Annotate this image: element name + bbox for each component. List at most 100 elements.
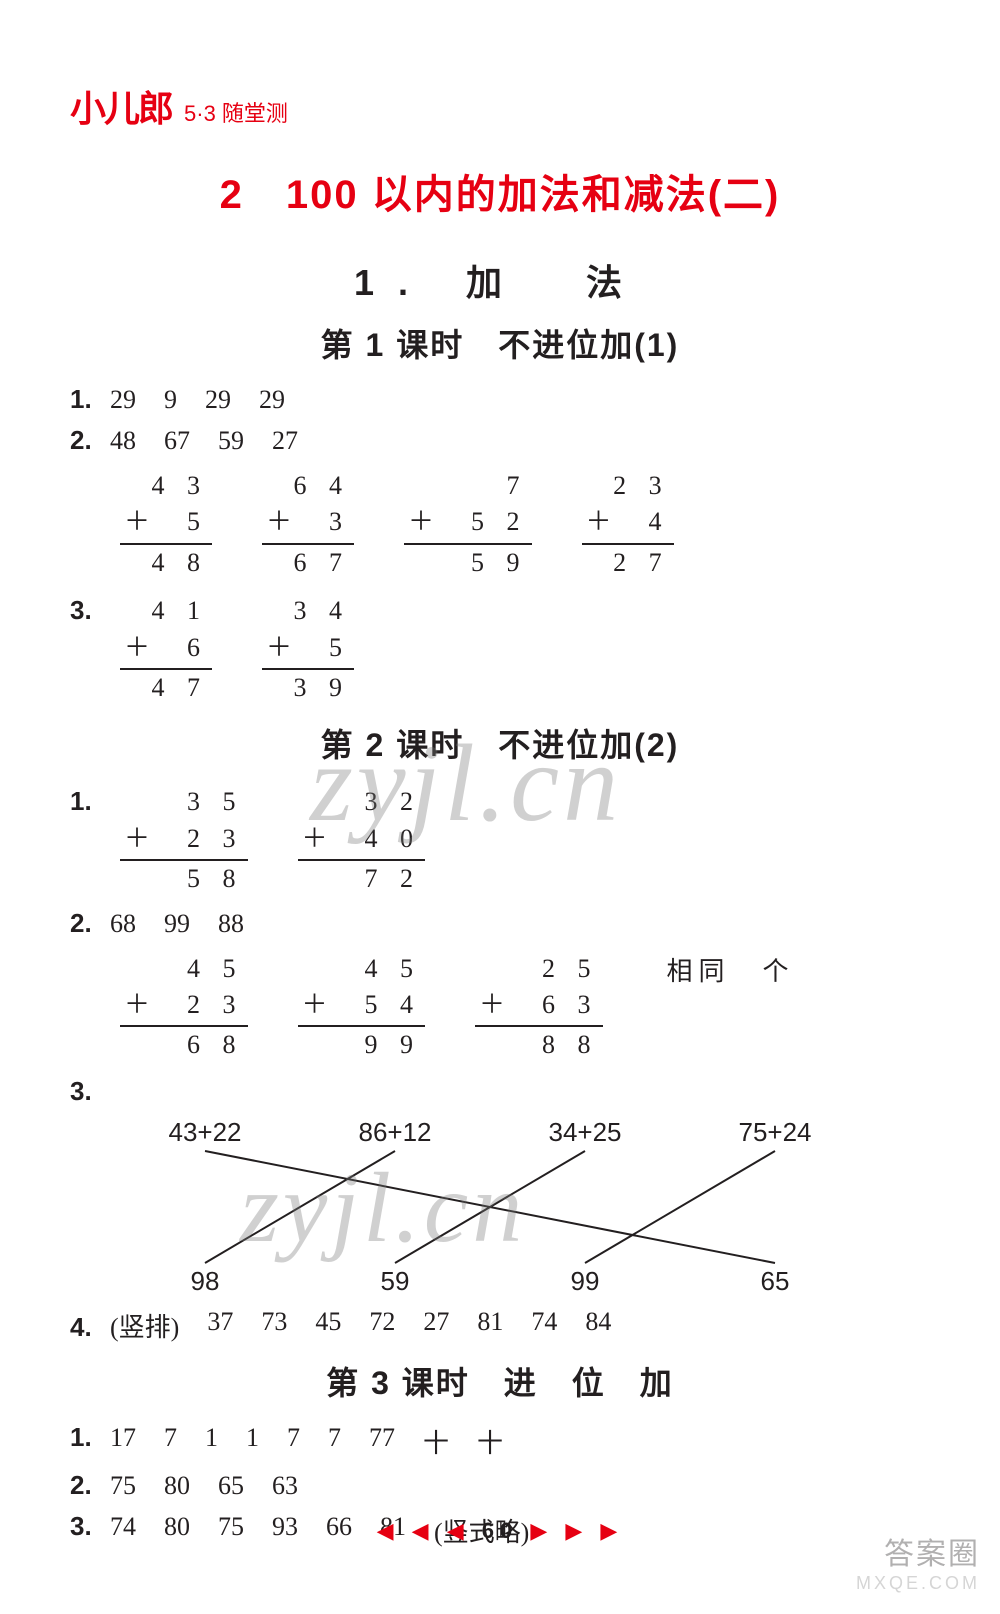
page-number: 60 (482, 1518, 518, 1543)
vertical-addition: 3 2＋ 4 07 2 (298, 784, 426, 897)
answer-list: 29 9 29 29 (110, 385, 285, 415)
page: 小儿郎 5·3 随堂测 2 100 以内的加法和减法(二) 1. 加 法 第 1… (0, 0, 1000, 1614)
ans: 73 (261, 1307, 287, 1344)
section-title: 1. 加 法 (70, 254, 930, 306)
ans: 7 (328, 1423, 341, 1460)
addend-a: 2 5 (475, 951, 603, 987)
ans: 十 (477, 1423, 503, 1460)
qnum: 3. (70, 1076, 110, 1107)
ans: 45 (315, 1307, 341, 1344)
match-top: 86+12 (300, 1117, 490, 1148)
ans: 48 (110, 426, 136, 456)
vertical-addition: 7＋ 5 25 9 (404, 468, 532, 581)
qnum: 1. (70, 384, 110, 415)
sum: 5 8 (120, 861, 248, 897)
lesson1-title: 第 1 课时 不进位加(1) (70, 320, 930, 366)
sum: 4 7 (120, 670, 212, 706)
ans: 27 (272, 426, 298, 456)
vertical-addition: 6 4＋ 36 7 (262, 468, 354, 581)
header: 小儿郎 5·3 随堂测 (70, 80, 930, 132)
l2-q4: 4. (竖排) 37 73 45 72 27 81 74 84 (70, 1307, 930, 1344)
addend-b: ＋ 2 3 (120, 987, 248, 1027)
l1-q1: 1. 29 9 29 29 (70, 384, 930, 415)
vertical-addition: 4 5＋ 5 49 9 (298, 951, 426, 1064)
qnum: 1. (70, 1422, 110, 1453)
ans: 29 (110, 385, 136, 415)
match-top: 34+25 (490, 1117, 680, 1148)
ans: 29 (205, 385, 231, 415)
l2-q1-columns: 3 5＋ 2 35 8 3 2＋ 4 07 2 (120, 784, 425, 897)
ans: 65 (218, 1471, 244, 1501)
addend-a: 4 3 (120, 468, 212, 504)
l2-q3: 3. (70, 1076, 930, 1107)
ans: 7 (287, 1423, 300, 1460)
addend-b: ＋ 2 3 (120, 821, 248, 861)
vertical-addition: 4 1＋ 64 7 (120, 593, 212, 706)
ans: 81 (477, 1307, 503, 1344)
page-footer: ◀ ◀ ◀ 60 ▶ ▶ ▶ (0, 1518, 1000, 1544)
sum: 7 2 (298, 861, 426, 897)
addend-a: 4 5 (120, 951, 248, 987)
ans: 29 (259, 385, 285, 415)
ans: 74 (531, 1307, 557, 1344)
qnum: 2. (70, 908, 110, 939)
chapter-title: 2 100 以内的加法和减法(二) (70, 162, 930, 220)
ans: 67 (164, 426, 190, 456)
qnum: 4. (70, 1312, 110, 1343)
sum: 9 9 (298, 1027, 426, 1063)
qnum: 3. (70, 595, 110, 626)
addend-b: ＋ 5 4 (298, 987, 426, 1027)
sum: 6 8 (120, 1027, 248, 1063)
sum: 8 8 (475, 1027, 603, 1063)
qnum: 1. (70, 786, 110, 817)
ans: 99 (164, 909, 190, 939)
addend-a: 3 4 (262, 593, 354, 629)
vertical-addition: 3 5＋ 2 35 8 (120, 784, 248, 897)
sum: 3 9 (262, 670, 354, 706)
addend-b: ＋ 4 (582, 504, 674, 544)
sum: 5 9 (404, 545, 532, 581)
ans: 63 (272, 1471, 298, 1501)
match-top: 43+22 (110, 1117, 300, 1148)
answer-list: (竖排) 37 73 45 72 27 81 74 84 (110, 1307, 611, 1344)
ans: 1 (205, 1423, 218, 1460)
ans: 7 (164, 1423, 177, 1460)
qnum: 2. (70, 425, 110, 456)
vertical-addition: 2 5＋ 6 38 8 (475, 951, 603, 1064)
ans: 37 (207, 1307, 233, 1344)
l1-q3: 3. 4 1＋ 64 7 3 4＋ 53 9 (70, 593, 930, 706)
corner-line1: 答案圈 (856, 1529, 980, 1573)
addend-b: ＋ 5 (120, 504, 212, 544)
ans: 84 (585, 1307, 611, 1344)
answer-list: 68 99 88 (110, 909, 244, 939)
addend-a: 3 5 (120, 784, 248, 820)
match-top: 75+24 (680, 1117, 870, 1148)
addend-a: 2 3 (582, 468, 674, 504)
brand-logo: 小儿郎 (70, 80, 172, 132)
l2-q2-columns: 4 5＋ 2 36 84 5＋ 5 49 92 5＋ 6 38 8相同 个 (120, 951, 930, 1064)
l1-q2-columns: 4 3＋ 54 86 4＋ 36 77＋ 5 25 92 3＋ 42 7 (120, 468, 930, 581)
addend-b: ＋ 5 (262, 630, 354, 670)
ans: 59 (218, 426, 244, 456)
ans: 72 (369, 1307, 395, 1344)
vertical-addition: 3 4＋ 53 9 (262, 593, 354, 706)
addend-b: ＋ 3 (262, 504, 354, 544)
match-bottom: 59 (300, 1266, 490, 1297)
note: 相同 个 (667, 951, 795, 1064)
addend-b: ＋ 5 2 (404, 504, 532, 544)
addend-a: 7 (404, 468, 532, 504)
lesson2-title: 第 2 课时 不进位加(2) (70, 720, 930, 766)
ans: 68 (110, 909, 136, 939)
ans: 十 (423, 1423, 449, 1460)
ans: 27 (423, 1307, 449, 1344)
sum: 2 7 (582, 545, 674, 581)
ans: 88 (218, 909, 244, 939)
l3-q1: 1. 17 7 1 1 7 7 77 十 十 (70, 1422, 930, 1460)
l3-q2: 2. 75 80 65 63 (70, 1470, 930, 1501)
answer-list: 48 67 59 27 (110, 426, 298, 456)
addend-a: 3 2 (298, 784, 426, 820)
match-lines (110, 1147, 870, 1267)
vertical-addition: 4 5＋ 2 36 8 (120, 951, 248, 1064)
answer-list: 17 7 1 1 7 7 77 十 十 (110, 1423, 503, 1460)
ans: 77 (369, 1423, 395, 1460)
